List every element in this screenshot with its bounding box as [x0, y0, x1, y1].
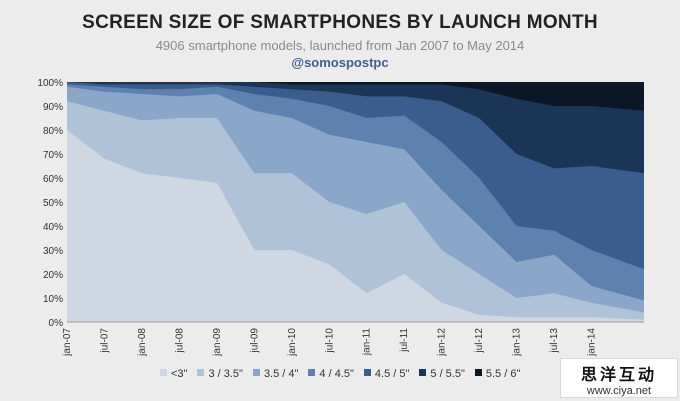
y-tick-label: 50%	[43, 198, 63, 209]
legend-label: 4.5 / 5"	[374, 368, 410, 380]
y-tick-label: 80%	[43, 126, 63, 137]
area-layers	[67, 82, 644, 323]
x-tick-label: jul-10	[324, 328, 335, 354]
legend-swatch	[419, 369, 427, 376]
y-tick-label: 100%	[37, 78, 63, 89]
x-tick-label: jan-14	[587, 328, 598, 357]
y-axis: 0% 10% 20% 30% 40% 50% 60% 70% 80% 90% 100%	[37, 78, 63, 329]
legend-item: <3"	[160, 368, 187, 380]
x-tick-label: jul-13	[549, 328, 560, 354]
watermark-brand: 思洋互动	[580, 367, 657, 384]
legend-label: 5 / 5.5"	[430, 368, 465, 380]
x-tick-label: jan-11	[362, 328, 373, 356]
legend-label: 4 / 4.5"	[319, 368, 354, 380]
y-tick-label: 10%	[43, 294, 63, 305]
legend-item: 5 / 5.5"	[419, 368, 465, 380]
chart-legend: <3" 3 / 3.5" 3.5 / 4" 4 / 4.5" 4.5 / 5" 5 / 5…	[160, 368, 530, 384]
y-tick-label: 90%	[43, 102, 63, 113]
x-tick-label: jan-08	[137, 328, 148, 357]
legend-swatch	[474, 369, 482, 376]
x-tick-label: jul-08	[174, 328, 185, 354]
x-tick-label: jan-07	[62, 328, 73, 357]
chart-title: SCREEN SIZE OF SMARTPHONES BY LAUNCH MON…	[82, 12, 598, 33]
x-tick-label: jul-12	[474, 328, 485, 354]
legend-label: 3.5 / 4"	[263, 368, 299, 380]
watermark-logo: 思洋互动 www.ciya.net	[560, 358, 678, 398]
legend-label: 3 / 3.5"	[208, 368, 243, 380]
x-axis: jan-07 jul-07 jan-08 jul-08 jan-09 jul-09 jan-…	[62, 321, 644, 357]
x-tick-label: jan-13	[512, 328, 523, 357]
x-tick-label: jan-12	[437, 328, 448, 357]
legend-item: 3.5 / 4"	[252, 368, 299, 380]
legend-item: 3 / 3.5"	[197, 368, 243, 380]
legend-swatch	[308, 369, 316, 376]
y-tick-label: 40%	[43, 222, 63, 233]
legend-item: 4.5 / 5"	[363, 368, 410, 380]
twitter-handle[interactable]: @somospostpc	[291, 55, 389, 70]
legend-label: 5.5 / 6"	[485, 368, 521, 380]
legend-swatch	[197, 369, 205, 376]
y-tick-label: 30%	[43, 246, 63, 257]
x-tick-label: jul-07	[99, 328, 110, 354]
x-tick-label: jan-10	[287, 328, 298, 357]
x-tick-label: jul-11	[399, 328, 410, 353]
legend-item: 4 / 4.5"	[308, 368, 354, 380]
y-tick-label: 0%	[49, 318, 64, 329]
chart-subtitle: 4906 smartphone models, launched from Ja…	[155, 38, 525, 53]
legend-swatch	[160, 369, 167, 376]
legend-item: 5.5 / 6"	[474, 368, 521, 380]
y-tick-label: 70%	[43, 150, 63, 161]
y-tick-label: 60%	[43, 174, 63, 185]
area-series-0	[67, 130, 644, 322]
x-tick-label: jan-09	[212, 328, 223, 357]
legend-swatch	[363, 369, 371, 376]
x-tick-label: jul-09	[249, 328, 260, 354]
y-tick-label: 20%	[43, 270, 63, 281]
legend-label: <3"	[171, 368, 188, 380]
watermark-url: www.ciya.net	[586, 385, 652, 397]
legend-swatch	[252, 369, 260, 376]
